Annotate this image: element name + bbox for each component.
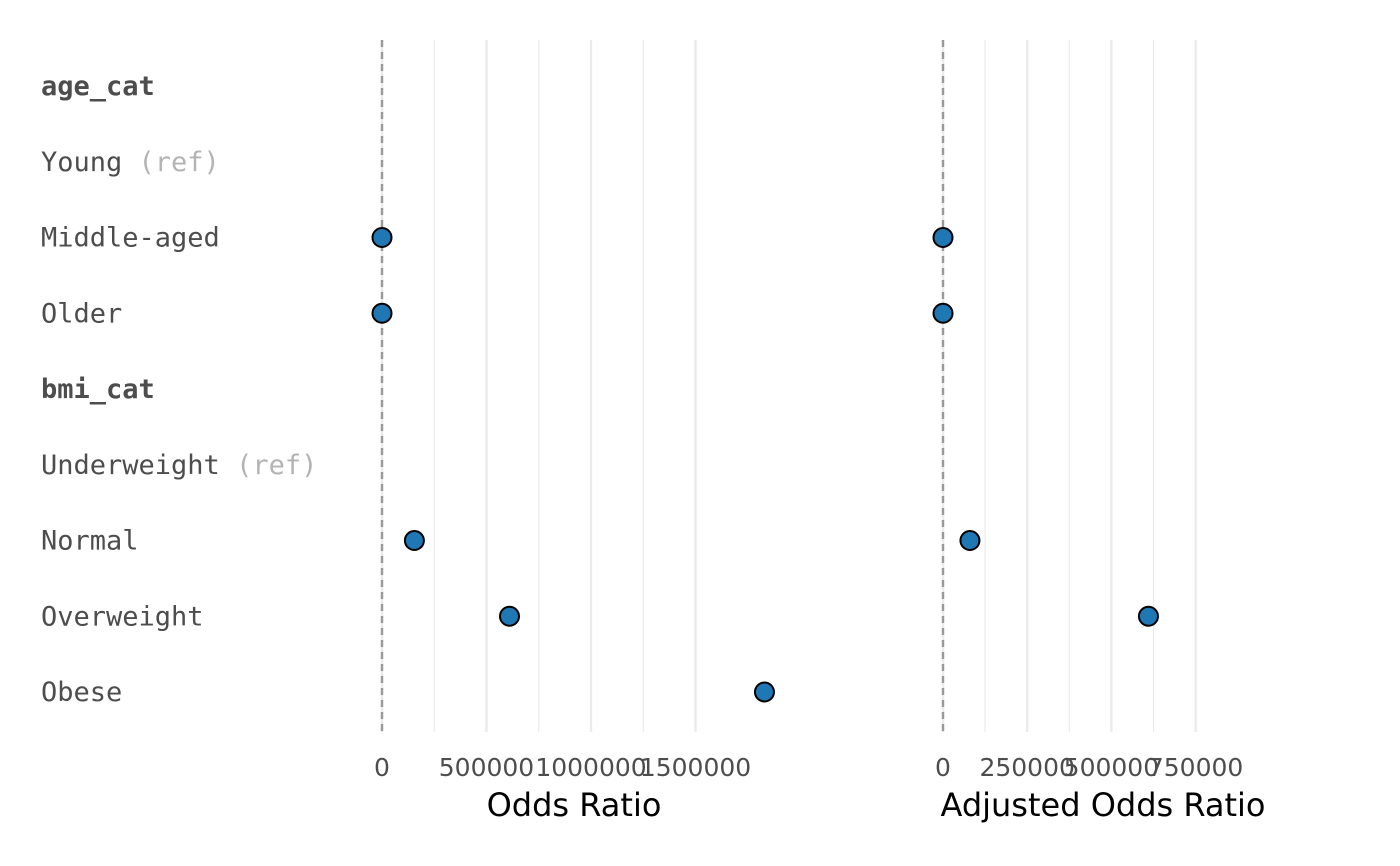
odds-ratio-axis-title: Odds Ratio <box>487 786 662 824</box>
row-label-underweight: Underweight (ref) <box>41 449 317 480</box>
adjusted-odds-ratio-point-overweight <box>1137 605 1159 627</box>
row-label-young: Young (ref) <box>41 146 220 177</box>
adjusted-odds-ratio-tick-label: 0 <box>935 753 951 782</box>
row-label-overweight: Overweight <box>41 601 204 632</box>
odds-ratio-tick-label: 500000 <box>439 753 534 782</box>
adjusted-odds-ratio-grid <box>941 40 1197 732</box>
adjusted-odds-ratio-point-normal <box>959 530 981 551</box>
row-label-older: Older <box>41 298 122 329</box>
odds-ratio-point-overweight <box>498 605 520 627</box>
odds-ratio-grid <box>380 40 697 732</box>
row-label-obese: Obese <box>41 677 122 708</box>
odds-ratio-points <box>371 227 775 703</box>
row-label-age-cat: age_cat <box>41 71 155 102</box>
adjusted-odds-ratio-axis-title: Adjusted Odds Ratio <box>940 786 1265 824</box>
row-label-text: age_cat <box>41 71 155 102</box>
row-label-text: Overweight <box>41 601 204 632</box>
adjusted-odds-ratio-tick-label: 250000 <box>979 753 1074 782</box>
odds-ratio-point-normal <box>403 530 425 551</box>
odds-ratio-tick-label: 0 <box>374 753 390 782</box>
odds-ratio-tick-label: 1500000 <box>640 753 751 782</box>
odds-ratio-point-obese <box>753 681 775 703</box>
row-label-text: Middle-aged <box>41 222 220 253</box>
row-labels: age_cat Young (ref) Middle-aged Older bmi_ca… <box>41 71 317 708</box>
row-label-text: Normal <box>41 525 139 556</box>
row-label-bmi-cat: bmi_cat <box>41 374 155 405</box>
reference-marker: (ref) <box>220 449 318 480</box>
row-label-text: Obese <box>41 677 122 708</box>
row-label-text: Young <box>41 146 122 177</box>
row-label-middle-aged: Middle-aged <box>41 222 220 253</box>
odds-ratio-point-middle-aged <box>371 227 393 248</box>
adjusted-odds-ratio-tick-label: 750000 <box>1148 753 1243 782</box>
row-label-text: bmi_cat <box>41 374 155 405</box>
row-label-text: Underweight <box>41 449 220 480</box>
adjusted-odds-ratio-point-older <box>932 302 954 324</box>
row-label-normal: Normal <box>41 525 139 556</box>
adjusted-odds-ratio-point-middle-aged <box>932 227 954 248</box>
odds-ratio-tick-label: 1000000 <box>535 753 646 782</box>
adjusted-odds-ratio-points <box>932 227 1159 627</box>
row-label-text: Older <box>41 298 122 329</box>
odds-ratio-point-older <box>371 302 393 324</box>
reference-marker: (ref) <box>122 146 220 177</box>
adjusted-odds-ratio-tick-label: 500000 <box>1064 753 1159 782</box>
